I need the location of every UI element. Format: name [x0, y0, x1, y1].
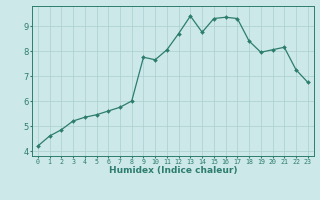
X-axis label: Humidex (Indice chaleur): Humidex (Indice chaleur) [108, 166, 237, 175]
